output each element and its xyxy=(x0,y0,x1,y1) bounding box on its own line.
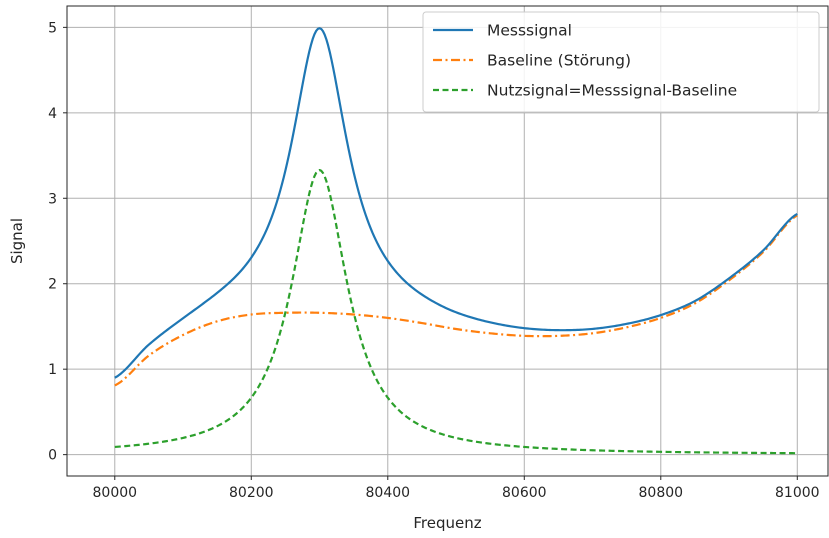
x-tick-label: 81000 xyxy=(775,485,820,501)
y-axis: 0 1 2 3 4 5 xyxy=(48,20,67,464)
legend: Messsignal Baseline (Störung) Nutzsignal=M… xyxy=(422,11,820,113)
y-tick-label: 4 xyxy=(48,106,57,122)
y-tick-label: 3 xyxy=(48,191,57,207)
y-tick-label: 1 xyxy=(48,362,57,378)
y-tick-label: 0 xyxy=(48,448,57,464)
x-axis: 80000 80200 80400 80600 80800 81000 xyxy=(93,476,820,501)
y-axis-label: Signal xyxy=(8,218,26,264)
plot-frame xyxy=(66,5,829,477)
x-tick-label: 80400 xyxy=(366,485,411,501)
series-line-1 xyxy=(114,214,798,387)
x-tick-label: 80200 xyxy=(229,485,274,501)
x-tick-label: 80800 xyxy=(639,485,684,501)
y-tick-label: 2 xyxy=(48,277,57,293)
y-tick-label: 5 xyxy=(48,20,57,36)
x-axis-label: Frequenz xyxy=(413,514,481,532)
series-layer xyxy=(114,27,798,455)
series-line-2 xyxy=(114,168,798,455)
x-tick-label: 80000 xyxy=(93,485,138,501)
x-tick-label: 80600 xyxy=(502,485,547,501)
legend-label: Messsignal xyxy=(487,22,572,40)
legend-label: Baseline (Störung) xyxy=(487,52,631,70)
legend-box xyxy=(422,11,820,113)
grid xyxy=(67,6,828,476)
series-line-0 xyxy=(114,27,798,379)
legend-label: Nutzsignal=Messsignal-Baseline xyxy=(487,82,737,100)
